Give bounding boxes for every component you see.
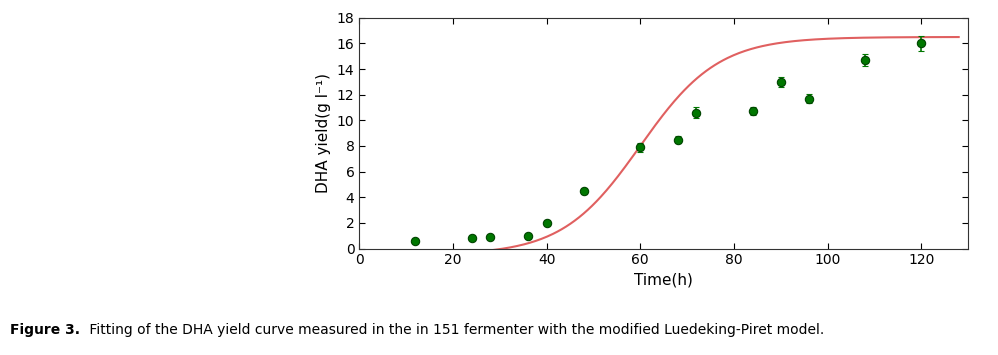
Y-axis label: DHA yield(g l⁻¹): DHA yield(g l⁻¹) (316, 73, 331, 193)
Text: Fitting of the DHA yield curve measured in the in 151 fermenter with the modifie: Fitting of the DHA yield curve measured … (85, 323, 824, 337)
X-axis label: Time(h): Time(h) (635, 273, 693, 288)
Text: Figure 3.: Figure 3. (10, 323, 80, 337)
